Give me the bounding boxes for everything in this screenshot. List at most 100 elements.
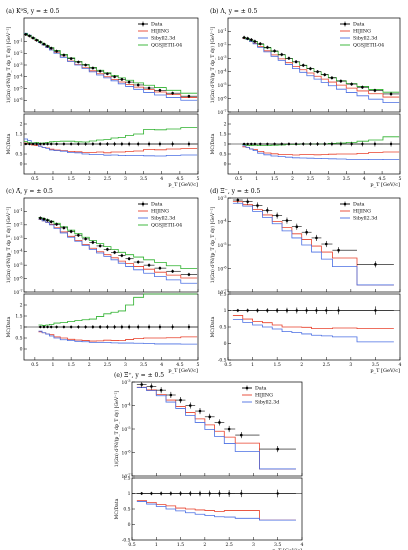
data-point [120, 78, 124, 81]
x-tick-label: 1.5 [177, 542, 184, 548]
x-tick-label: 4 [363, 176, 366, 182]
data-point [69, 57, 73, 60]
data-point [316, 70, 319, 74]
ratio-axis-label: MC/Data [6, 316, 12, 337]
ratio-data-point [323, 142, 326, 146]
series-line-qgsjetii-04 [24, 33, 198, 94]
y-tick-exponent: -1 [223, 28, 226, 32]
ratio-data-point [24, 142, 28, 146]
x-tick-label: 4.5 [378, 176, 385, 182]
data-point [309, 67, 312, 70]
x-tick-label: 3 [327, 176, 330, 182]
x-tick-label: 1 [52, 176, 55, 182]
y-tick-exponent: -2 [223, 42, 226, 46]
y-tick-label: 10-4 [13, 74, 22, 81]
x-tick-label: 1.5 [67, 362, 74, 368]
y-tick-exponent: -6 [19, 275, 22, 279]
data-point [120, 254, 124, 257]
ratio-data-point [189, 492, 192, 495]
ratio-data-point [287, 142, 291, 146]
panel-b: (b) Λ, y = ± 0.5 1/(2π) d²N/(p_T dp_T dy)… [209, 8, 402, 188]
x-tick-label: 3 [124, 362, 127, 368]
data-point [46, 218, 49, 222]
data-point [169, 393, 173, 397]
ratio-tick-label: 0.5 [219, 152, 226, 158]
ratio-axis-label: MC/Data [6, 133, 12, 154]
ratio-data-point [253, 142, 257, 146]
data-point [253, 40, 257, 43]
ratio-data-point [302, 142, 305, 146]
x-tick-label: 3.5 [140, 176, 147, 182]
ratio-line-sibyll2-3d [24, 138, 198, 157]
legend-label-hijing: HIJING [255, 393, 273, 399]
ratio-tick-label: 0 [20, 347, 23, 353]
legend-label-data: Data [353, 202, 365, 208]
ratio-data-point [84, 142, 87, 146]
legend-label-sibyll2-3d: Sibyll2.3d [255, 400, 279, 406]
x-tick-label: 4 [399, 362, 402, 368]
data-point [171, 269, 174, 273]
series-line-sibyll2-3d [232, 202, 394, 286]
ratio-data-point [69, 325, 73, 329]
ratio-tick-label: 0.5 [123, 507, 130, 513]
ratio-data-point [136, 142, 140, 146]
data-point [295, 225, 299, 229]
ratio-data-point [350, 142, 353, 146]
y-tick-exponent: -6 [127, 449, 130, 453]
ratio-data-point [77, 142, 80, 146]
ratio-data-point [28, 142, 31, 146]
legend-label-hijing: HIJING [353, 29, 371, 35]
y-tick-exponent: -4 [19, 74, 22, 78]
legend-label-hijing: HIJING [353, 209, 371, 215]
ratio-line-qgsjetii-04 [24, 127, 198, 144]
ratio-data-point [316, 142, 319, 146]
ratio-tick-label: 0 [128, 522, 131, 528]
ratio-data-point [273, 142, 276, 146]
data-point [187, 273, 191, 276]
ratio-axis-label: MC/Data [210, 133, 216, 154]
data-point [84, 237, 87, 241]
y-tick-exponent: -6 [19, 97, 22, 101]
y-tick-exponent: -1 [19, 208, 22, 212]
data-point [337, 248, 340, 252]
data-point [287, 56, 291, 60]
data-point [324, 242, 328, 246]
data-point [55, 49, 58, 53]
data-point [294, 60, 298, 64]
ratio-line-hijing [232, 315, 394, 330]
y-tick-exponent: -2 [19, 222, 22, 226]
data-point [147, 263, 151, 267]
data-point [147, 86, 151, 90]
y-tick-label: 10-5 [217, 242, 226, 249]
data-point [150, 385, 153, 388]
x-tick-label: 3.5 [343, 176, 350, 182]
ratio-data-point [77, 325, 80, 329]
data-point [280, 53, 284, 56]
y-tick-exponent: -3 [127, 379, 130, 383]
data-point [208, 415, 212, 419]
ratio-tick-label: 0 [224, 341, 227, 347]
y-tick-label: 10-3 [217, 55, 226, 62]
x-tick-label: 2.5 [104, 362, 111, 368]
data-point [140, 383, 144, 386]
x-axis-label: p_T [GeV/c] [370, 368, 400, 374]
series-line-hijing [136, 386, 296, 470]
data-point [77, 233, 80, 237]
x-axis-label: p_T [GeV/c] [168, 368, 198, 374]
data-point [39, 40, 42, 44]
x-tick-label: 3.5 [140, 362, 147, 368]
data-point [69, 230, 73, 233]
ratio-data-point [55, 325, 58, 329]
y-tick-label: 10-1 [13, 38, 22, 45]
ratio-data-point [256, 309, 259, 312]
ratio-data-point [266, 142, 269, 146]
ratio-line-sibyll2-3d [136, 501, 296, 521]
ratio-data-point [187, 325, 191, 329]
legend-label-data: Data [151, 22, 163, 28]
data-point [127, 257, 131, 261]
ratio-data-point [330, 142, 334, 146]
ratio-data-point [236, 309, 240, 312]
ratio-tick-label: 2 [20, 303, 23, 309]
ratio-line-hijing [136, 500, 296, 521]
